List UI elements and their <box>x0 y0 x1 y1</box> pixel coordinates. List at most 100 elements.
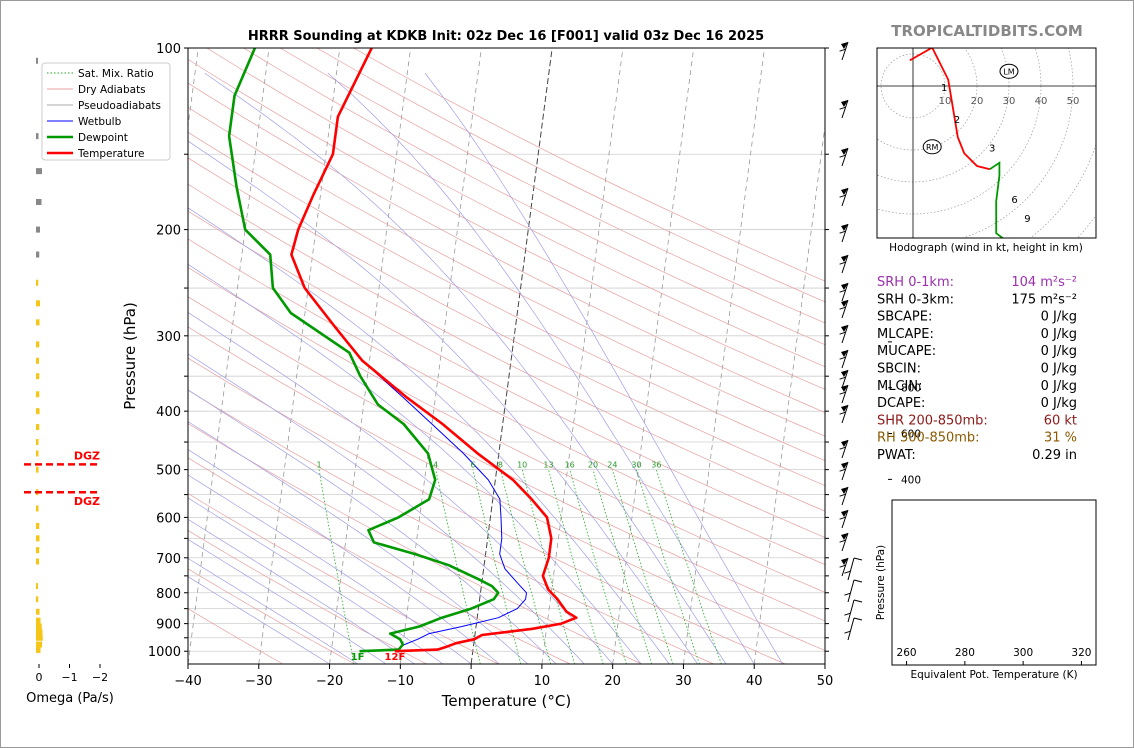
omega-bar <box>36 439 39 446</box>
isotherm <box>753 123 825 664</box>
dry-adiabat <box>243 48 825 346</box>
hodograph-caption: Hodograph (wind in kt, height in km) <box>889 242 1083 254</box>
pseudoadiabat <box>188 207 670 664</box>
y-tick-label: 400 <box>156 405 181 420</box>
dry-adiabat <box>206 48 825 368</box>
x-tick-label: −40 <box>174 674 201 689</box>
mixing-ratio-label: 30 <box>631 461 641 470</box>
omega-bar <box>36 535 40 542</box>
pseudoadiabat <box>327 72 755 664</box>
dry-adiabat <box>188 357 786 664</box>
index-label: MUCAPE: <box>877 344 936 359</box>
storm-motion-marker <box>999 63 1019 79</box>
mixing-ratio-label: 13 <box>543 461 553 470</box>
wind-barb-shaft <box>841 187 849 207</box>
pseudoadiabat <box>188 557 359 664</box>
index-label: SRH 0-1km: <box>877 275 954 290</box>
omega-bar <box>36 391 40 398</box>
mixing-ratio-line <box>656 469 722 664</box>
mixing-ratio-line <box>612 469 674 664</box>
x-tick-label: 40 <box>746 674 763 689</box>
pseudoadiabat <box>188 421 528 664</box>
omega-bar <box>36 629 43 636</box>
isotherm <box>329 48 412 664</box>
x-axis-label: Temperature (°C) <box>441 692 571 710</box>
legend-label: Dry Adiabats <box>78 84 146 96</box>
omega-bar <box>36 583 38 590</box>
omega-x-tick-label: −2 <box>92 671 108 684</box>
wind-barb-tick <box>839 48 846 52</box>
omega-bar <box>36 608 40 615</box>
index-value: 0 J/kg <box>1041 310 1077 325</box>
mixing-ratio-line <box>521 469 575 664</box>
wind-barb-tick <box>844 592 851 596</box>
wind-barb-flag <box>841 255 848 262</box>
omega-bar <box>36 226 40 233</box>
dry-adiabat <box>188 530 427 664</box>
wind-barb-flag <box>841 462 848 469</box>
legend: Sat. Mix. Ratio Dry Adiabats Pseudoadiabat… <box>41 62 171 161</box>
index-value: 0 J/kg <box>1041 362 1077 377</box>
omega-bar <box>36 505 39 512</box>
wind-barb-flag <box>841 42 848 49</box>
wind-barb-tick <box>853 557 863 561</box>
hodograph-height-label: 6 <box>1011 195 1017 206</box>
omega-x-axis-label: Omega (Pa/s) <box>26 691 114 706</box>
skewt-plot-area <box>188 48 825 664</box>
wind-barb-shaft <box>847 579 855 603</box>
dry-adiabat <box>188 296 825 622</box>
mixing-ratio-label: 10 <box>517 461 527 470</box>
omega-bar <box>36 408 40 415</box>
omega-bar <box>36 617 41 624</box>
dry-adiabat <box>316 48 825 303</box>
index-value: 0 J/kg <box>1041 327 1077 342</box>
legend-label: Sat. Mix. Ratio <box>78 68 154 80</box>
pseudoadiabat <box>188 263 642 664</box>
wind-barbs <box>839 41 863 641</box>
wind-barb-tick <box>844 630 851 634</box>
wind-barb-flag <box>841 300 848 307</box>
y-tick-label: 200 <box>156 224 181 239</box>
hodograph-height-label: 9 <box>1024 214 1030 225</box>
pseudoadiabat <box>188 474 472 664</box>
chart-title: HRRR Sounding at KDKB Init: 02z Dec 16 [… <box>248 29 764 44</box>
mixing-ratio-line <box>592 469 653 664</box>
wind-barb-tick <box>839 516 846 520</box>
x-tick-label: 20 <box>604 674 621 689</box>
hodograph-ring-label: 20 <box>971 96 984 107</box>
y-tick-label: 300 <box>156 330 181 345</box>
theta-e-x-tick-label: 280 <box>955 647 975 659</box>
dry-adiabat <box>188 389 714 664</box>
isotherm <box>470 48 553 664</box>
wind-barb-flag <box>841 350 848 357</box>
dry-adiabat <box>188 238 825 565</box>
wind-barb-shaft <box>841 461 849 481</box>
hodograph-ring <box>1076 214 1096 238</box>
pseudoadiabat <box>424 72 783 664</box>
wind-barb-shaft <box>841 299 849 319</box>
omega-bar <box>36 373 40 380</box>
dry-adiabat <box>188 326 825 651</box>
index-value: 60 kt <box>1044 413 1077 428</box>
omega-bar <box>36 547 40 554</box>
y-tick-label: 600 <box>156 511 181 526</box>
wind-barb-tick <box>844 570 851 574</box>
pseudoadiabat <box>188 518 415 664</box>
wind-barb-shaft <box>841 99 849 119</box>
hodograph-height-label: 1 <box>941 83 947 94</box>
legend-label: Wetbulb <box>78 116 122 128</box>
surface-temperature-label: 12F <box>385 652 406 663</box>
pseudoadiabat <box>188 576 330 664</box>
dry-adiabat <box>188 608 284 664</box>
omega-bar <box>36 341 40 348</box>
wind-barb-shaft <box>841 509 849 529</box>
dry-adiabat <box>353 48 825 282</box>
wind-barb-shaft <box>841 41 849 61</box>
legend-box <box>41 62 171 161</box>
x-tick-label: −10 <box>387 674 414 689</box>
skewt-frame <box>187 47 826 665</box>
omega-x-tick-label: −1 <box>61 671 77 684</box>
y-tick-label: 1000 <box>148 645 181 660</box>
wind-barb-tick <box>839 230 846 234</box>
